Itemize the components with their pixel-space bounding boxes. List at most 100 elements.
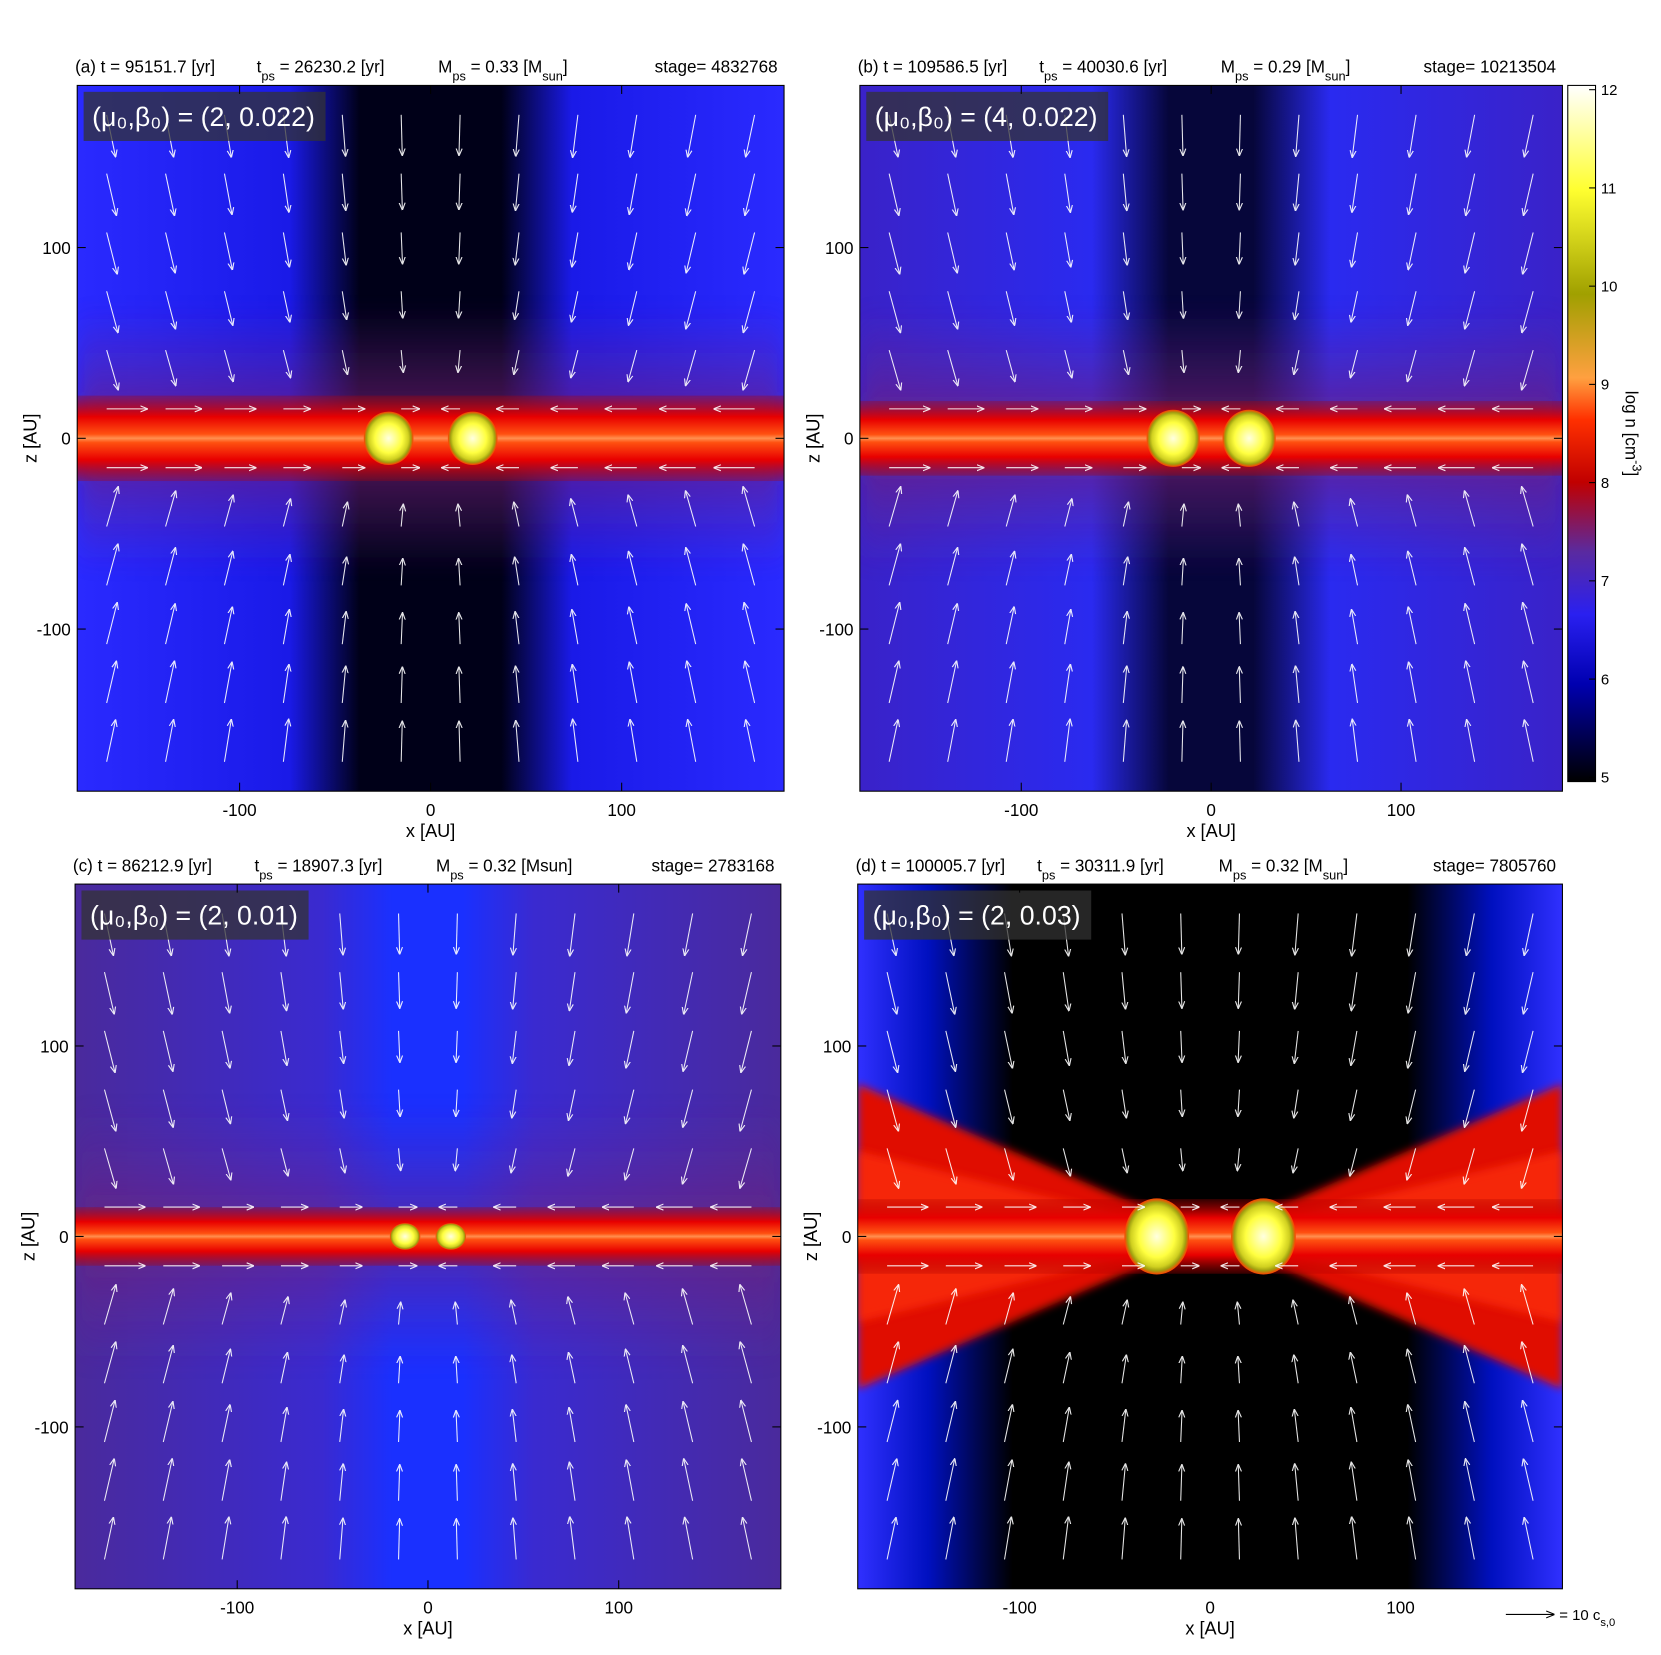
velocity-arrow (1466, 173, 1476, 216)
text-segment: stage= 2783168 (651, 856, 774, 875)
velocity-arrow (459, 291, 461, 318)
velocity-arrow (945, 1402, 956, 1443)
velocity-arrow (743, 913, 752, 955)
velocity-arrow (1407, 495, 1417, 527)
velocity-arrow (1295, 1464, 1298, 1501)
velocity-arrow (740, 1148, 752, 1188)
disk (857, 1199, 1563, 1274)
velocity-arrow (626, 1460, 635, 1501)
velocity-arrow (1465, 291, 1476, 329)
velocity-arrow (686, 604, 697, 645)
velocity-arrow (103, 1342, 115, 1384)
density-map (75, 884, 781, 1589)
text-segment: sun (1323, 867, 1344, 882)
colorbar-scale (1567, 84, 1597, 783)
velocity-arrow (1523, 232, 1534, 273)
x-axis-label: x [AU] (1185, 1619, 1234, 1639)
velocity-arrow (1295, 173, 1298, 211)
velocity-arrow (625, 1293, 635, 1325)
velocity-arrow (1005, 349, 1015, 381)
text-segment: M (436, 856, 450, 875)
velocity-arrow (570, 913, 576, 955)
velocity-arrow (947, 173, 957, 216)
text-segment: = 10 c (1559, 1607, 1601, 1624)
velocity-arrow (945, 1459, 955, 1501)
x-axis-label: x [AU] (403, 1619, 452, 1639)
velocity-arrow (1524, 114, 1534, 157)
text-segment: = 30311.9 [yr] (1055, 856, 1163, 875)
velocity-arrow (1524, 913, 1534, 955)
velocity-arrow (1122, 1464, 1125, 1501)
velocity-arrow (1064, 665, 1071, 704)
velocity-arrow (516, 114, 519, 156)
x-tick-label: 100 (607, 801, 636, 820)
velocity-arrow (740, 1089, 752, 1131)
velocity-arrow (1062, 1089, 1069, 1121)
velocity-arrow (459, 721, 460, 762)
velocity-arrow (1064, 610, 1071, 645)
velocity-arrow (1294, 502, 1300, 527)
velocity-arrow (339, 1148, 345, 1172)
velocity-arrow (282, 349, 290, 378)
velocity-arrow (282, 665, 289, 704)
velocity-arrow (1182, 350, 1184, 372)
velocity-arrow (106, 661, 117, 704)
velocity-arrow (1239, 232, 1240, 263)
velocity-arrow (1123, 114, 1126, 156)
velocity-arrow (1238, 1411, 1239, 1443)
text-segment: M (438, 58, 452, 77)
velocity-arrow (572, 665, 579, 704)
panel: (μ₀,β₀) = (4, 0.022) (b) t = 109586.5 [yr… (803, 58, 1563, 841)
velocity-arrow (626, 972, 635, 1013)
velocity-arrow (339, 1410, 344, 1443)
velocity-arrow (1122, 232, 1127, 264)
velocity-arrow (886, 1089, 898, 1131)
velocity-arrow (1522, 349, 1534, 390)
velocity-arrow (341, 232, 346, 264)
velocity-arrow (945, 972, 955, 1014)
velocity-arrow (103, 1518, 113, 1560)
text-segment: t (1039, 58, 1044, 77)
vector-key-label: = 10 cs,0 (1559, 1607, 1615, 1629)
panel-header: (d) t = 100005.7 [yr] (856, 856, 1006, 875)
velocity-arrow (162, 1346, 173, 1384)
velocity-arrow (221, 1405, 230, 1443)
velocity-arrow (569, 1030, 576, 1065)
velocity-arrow (1004, 972, 1012, 1013)
y-tick-label: 100 (40, 1037, 69, 1056)
text-segment: = 18907.3 [yr] (273, 856, 383, 875)
velocity-arrow (688, 114, 697, 157)
velocity-arrow (221, 1089, 230, 1124)
y-axis-label: z [AU] (803, 414, 823, 463)
velocity-arrow (399, 1465, 400, 1501)
velocity-arrow (1182, 504, 1184, 527)
panel-header: (b) t = 109586.5 [yr] (858, 58, 1008, 77)
velocity-arrow (1064, 719, 1070, 762)
velocity-arrow (888, 661, 899, 704)
colorbar-tick-label: 12 (1601, 82, 1618, 99)
velocity-arrow (401, 350, 403, 372)
text-segment: M (1221, 58, 1235, 77)
velocity-arrow (342, 721, 345, 762)
annotation: (μ₀,β₀) = (2, 0.01) (90, 901, 298, 931)
velocity-arrow (1062, 972, 1069, 1010)
velocity-arrow (1350, 1089, 1358, 1121)
velocity-arrow (459, 667, 460, 703)
velocity-arrow (513, 972, 516, 1009)
velocity-arrow (280, 1353, 287, 1384)
velocity-arrow (683, 1089, 694, 1127)
velocity-arrow (888, 544, 900, 586)
velocity-arrow (573, 719, 579, 762)
velocity-arrow (1407, 1148, 1417, 1179)
velocity-arrow (459, 559, 461, 586)
colorbar: 5 6 7 8 9 10 11 12 log n [cm-3] (1567, 82, 1645, 787)
velocity-arrow (1409, 173, 1417, 215)
velocity-arrow (165, 604, 176, 645)
annotation: (μ₀,β₀) = (4, 0.022) (875, 102, 1098, 132)
text-segment: stage= 4832768 (655, 58, 778, 77)
velocity-arrow (401, 721, 402, 762)
velocity-arrow (1466, 661, 1476, 704)
velocity-arrow (1409, 1517, 1417, 1560)
velocity-arrow (1237, 1148, 1239, 1170)
